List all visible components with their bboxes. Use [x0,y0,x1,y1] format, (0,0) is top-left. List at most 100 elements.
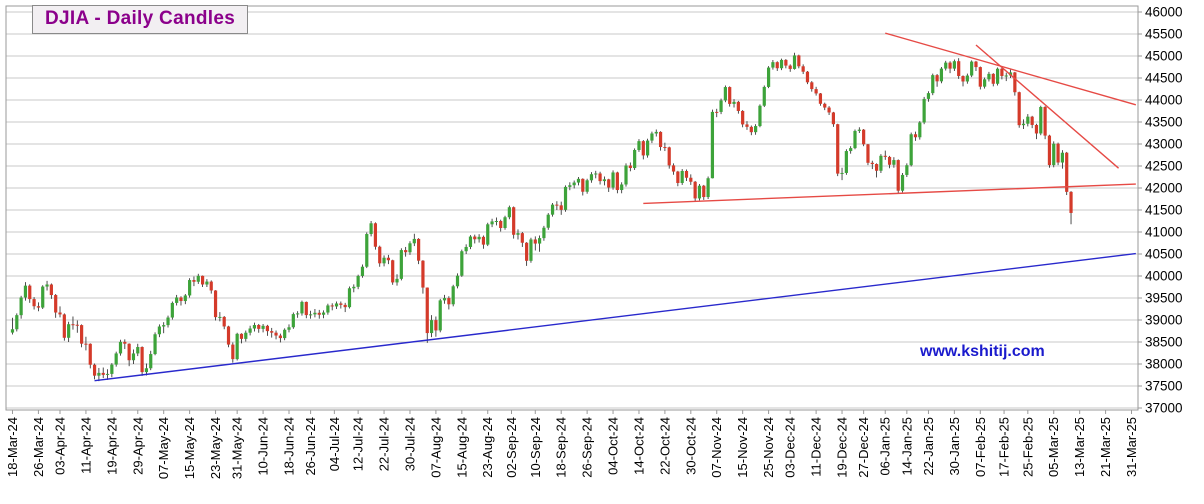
candle-body [468,236,473,247]
candle-body [149,354,153,369]
x-axis-label: 12-Jul-24 [351,417,366,471]
candle-body [300,301,304,314]
candle-body [248,328,252,333]
candle-body [270,331,274,333]
y-axis-label: 38000 [1145,357,1183,372]
candle-body [542,227,546,239]
candle-body [222,316,226,327]
y-axis-label: 45500 [1145,27,1183,42]
x-axis-label: 18-Mar-24 [5,417,20,477]
candle-body [438,300,442,331]
candle-body [183,295,187,302]
candle-body [957,61,961,77]
candle-body [179,297,183,302]
candle-body [1052,143,1056,166]
candle-body [235,333,239,360]
candle-body [114,353,118,365]
x-axis-label: 14-Oct-24 [631,417,646,475]
candle-body [261,325,265,329]
candle-body [110,364,114,374]
candle-body [1069,191,1073,213]
candle-body [831,112,835,125]
candle-body [417,238,421,261]
candle-body [257,325,261,329]
candle-body [196,275,200,282]
candle-body [555,204,559,206]
candle-body [455,275,460,287]
candle-body [494,221,498,222]
candle-body [615,172,619,191]
y-axis-label: 42500 [1145,159,1183,174]
candle-body [944,62,948,69]
y-axis-label: 41000 [1145,225,1183,240]
y-axis-label: 38500 [1145,335,1183,350]
candle-body [41,286,45,308]
x-axis-label: 22-Jan-25 [921,417,936,476]
candle-body [611,172,615,188]
candle-body [166,317,170,326]
candle-body [715,111,719,113]
candle-body [347,288,352,308]
x-axis-label: 19-Dec-24 [835,417,850,478]
candle-body [80,325,84,344]
candle-body [101,372,105,375]
candle-body [499,221,503,228]
candle-body [978,67,982,87]
candle-body [926,93,931,99]
candle-body [529,239,533,261]
candle-body [391,260,395,283]
candle-body [512,207,516,235]
candle-body [818,93,823,104]
candle-body [1000,68,1004,76]
rising-support-trendline [94,252,1136,382]
y-axis-label: 43500 [1145,115,1183,130]
candle-body [1039,106,1043,134]
y-axis-label: 44000 [1145,93,1183,108]
x-axis-label: 07-May-24 [156,417,171,479]
candle-body [434,320,438,331]
candle-body [334,303,339,307]
candle-body [970,61,974,76]
candle-body [58,312,62,315]
candle-body [144,368,149,373]
candle-body [563,186,568,210]
candle-body [1013,72,1017,93]
candle-body [278,335,282,339]
candle-body [585,180,589,192]
candle-body [239,333,244,339]
candle-body [231,344,235,360]
candle-body [1065,152,1069,192]
candle-body [274,332,278,336]
candle-body [823,103,827,108]
y-axis-label: 40500 [1145,247,1183,262]
x-axis-label: 31-May-24 [230,417,245,479]
candle-body [382,257,386,264]
candle-body [1026,116,1030,124]
candle-body [62,314,66,338]
x-axis-label: 25-Nov-24 [761,417,776,478]
candle-body [965,75,969,82]
candle-body [537,238,542,244]
candle-body [689,177,693,182]
candle-body [326,305,330,313]
plot-frame [5,5,1139,411]
candle-body [572,182,576,186]
candle-body [162,325,166,327]
x-axis-label: 26-Jun-24 [303,417,318,476]
candle-body [218,316,222,318]
x-axis-label: 30-Oct-24 [683,417,698,475]
candle-body [213,290,218,318]
candle-body [546,214,550,228]
x-axis-label: 31-Mar-25 [1124,417,1139,477]
candle-body [749,126,753,133]
x-axis-label: 18-Sep-24 [554,417,569,478]
candle-body [607,179,611,188]
candle-body [283,329,287,339]
candle-body [309,314,313,316]
candle-body [188,280,192,296]
candle-body [879,155,883,171]
candle-body [684,170,689,178]
candle-body [192,280,196,282]
candle-body [1017,92,1021,126]
